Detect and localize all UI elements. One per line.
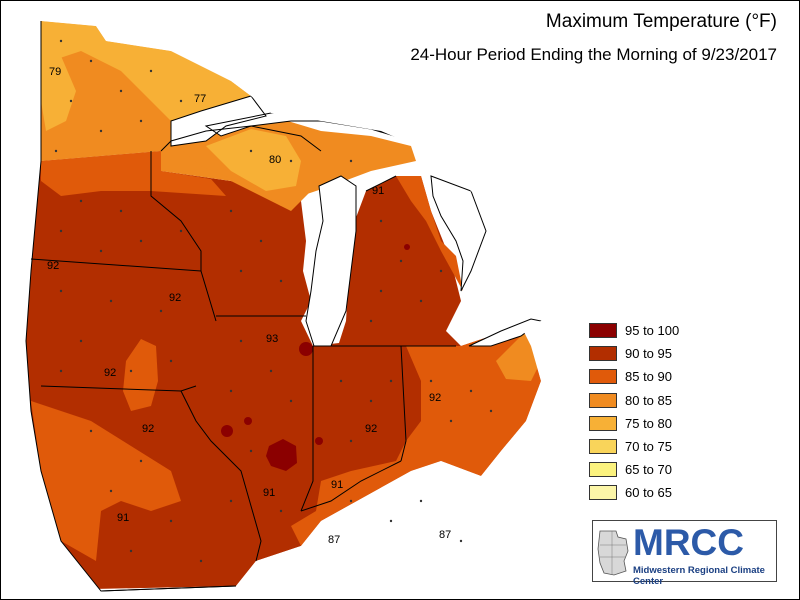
legend-item: 60 to 65 <box>589 481 679 504</box>
station-label: 80 <box>269 154 281 166</box>
legend-swatch <box>589 462 617 478</box>
mrcc-logo: MRCC Midwestern Regional Climate Center <box>592 520 777 587</box>
station-label: 91 <box>331 479 343 491</box>
region-85-90-sw <box>31 401 181 561</box>
station-label: 92 <box>104 367 116 379</box>
legend-item: 80 to 85 <box>589 389 679 412</box>
region-outline-icon <box>597 530 629 576</box>
legend-label: 80 to 85 <box>625 392 672 408</box>
region-75-80-mn-west <box>41 46 76 131</box>
map-title: Maximum Temperature (°F) <box>545 11 777 32</box>
station-label: 87 <box>439 529 451 541</box>
region-85-90-se <box>291 326 541 546</box>
region-75-80-up <box>206 129 301 191</box>
station-label: 92 <box>142 423 154 435</box>
legend-swatch <box>589 346 617 362</box>
region-95-100-c <box>221 425 233 437</box>
region-95-100-f <box>404 244 410 250</box>
logo-name: MRCC <box>633 522 744 563</box>
region-95-100-d <box>244 417 252 425</box>
station-label: 87 <box>328 534 340 546</box>
region-75-80-mn <box>41 21 251 121</box>
legend-label: 70 to 75 <box>625 439 672 455</box>
region-85-90-iowa <box>123 339 158 411</box>
legend-item: 75 to 80 <box>589 412 679 435</box>
region-95-100-b <box>299 342 313 356</box>
legend-label: 75 to 80 <box>625 415 672 431</box>
outside-left <box>1 1 101 591</box>
station-label: 92 <box>365 423 377 435</box>
legend-swatch <box>589 369 617 385</box>
legend-label: 60 to 65 <box>625 485 672 501</box>
legend-label: 90 to 95 <box>625 346 672 362</box>
station-label: 93 <box>266 333 278 345</box>
station-label: 79 <box>49 66 61 78</box>
station-label: 91 <box>117 512 129 524</box>
region-85-90-west <box>41 151 226 196</box>
legend-item: 85 to 90 <box>589 365 679 388</box>
legend-label: 95 to 100 <box>625 323 680 339</box>
legend-item: 90 to 95 <box>589 342 679 365</box>
legend-swatch <box>589 392 617 408</box>
legend-item: 70 to 75 <box>589 435 679 458</box>
station-label: 91 <box>263 487 275 499</box>
legend-swatch <box>589 439 617 455</box>
legend-swatch <box>589 415 617 431</box>
station-label: 77 <box>194 93 206 105</box>
state-borders <box>25 21 456 592</box>
legend-label: 65 to 70 <box>625 462 672 478</box>
legend: 95 to 100 90 to 95 85 to 90 80 to 85 75 to 8… <box>589 319 679 505</box>
logo-subtitle: Midwestern Regional Climate Center <box>633 565 765 587</box>
station-label: 92 <box>47 260 59 272</box>
lake-huron <box>430 175 487 292</box>
legend-item: 65 to 70 <box>589 458 679 481</box>
station-label: 92 <box>169 292 181 304</box>
legend-swatch <box>589 485 617 501</box>
legend-label: 85 to 90 <box>625 369 672 385</box>
region-95-100-a <box>266 439 297 471</box>
legend-swatch <box>589 323 617 339</box>
station-label: 91 <box>372 185 384 197</box>
map-subtitle: 24-Hour Period Ending the Morning of 9/2… <box>410 45 777 64</box>
station-dots <box>54 39 493 563</box>
legend-item: 95 to 100 <box>589 319 679 342</box>
station-label: 92 <box>429 392 441 404</box>
region-95-100-e <box>315 437 323 445</box>
